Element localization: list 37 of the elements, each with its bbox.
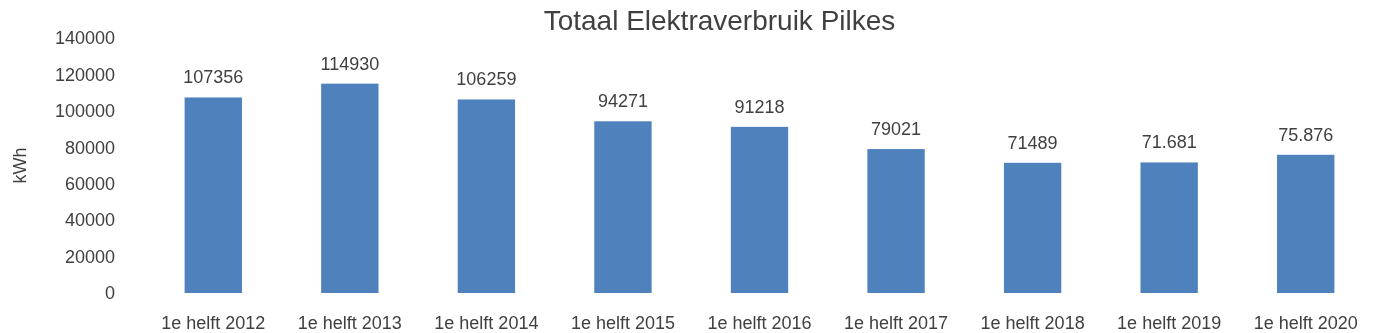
x-tick-label: 1e helft 2016 [707, 313, 812, 333]
x-tick-label: 1e helft 2014 [434, 313, 539, 333]
bar [1003, 162, 1062, 293]
y-tick-label: 60000 [64, 174, 115, 195]
x-tick-label: 1e helft 2019 [1117, 313, 1222, 333]
y-tick-label: 120000 [54, 64, 115, 85]
bar [1277, 154, 1335, 293]
y-tick-label: 100000 [54, 101, 115, 122]
bar [184, 97, 242, 293]
data-label: 106259 [456, 69, 517, 90]
data-label: 71.681 [1141, 132, 1197, 153]
y-tick-label: 40000 [64, 210, 115, 231]
bar [730, 126, 789, 293]
y-axis-title: kWh [10, 147, 30, 184]
data-label: 75.876 [1278, 124, 1334, 145]
data-label: 91218 [734, 96, 785, 117]
bar [594, 121, 652, 293]
data-label: 94271 [597, 91, 648, 112]
bar [1140, 162, 1198, 293]
y-tick-label: 0 [104, 283, 115, 304]
bar [457, 99, 516, 293]
data-label: 79021 [871, 119, 922, 140]
bar [321, 83, 379, 293]
chart-title: Totaal Elektraverbruik Pilkes [543, 5, 896, 36]
y-tick-label: 80000 [64, 137, 115, 158]
x-tick-label: 1e helft 2020 [1253, 313, 1358, 333]
x-tick-label: 1e helft 2018 [980, 313, 1085, 333]
data-label: 107356 [183, 67, 244, 88]
x-tick-label: 1e helft 2013 [297, 313, 402, 333]
data-label: 114930 [320, 53, 380, 74]
y-tick-label: 140000 [54, 28, 115, 49]
x-tick-label: 1e helft 2015 [570, 313, 675, 333]
y-tick-label: 20000 [64, 246, 115, 267]
x-tick-label: 1e helft 2012 [161, 313, 266, 333]
data-label: 71489 [1007, 132, 1058, 153]
x-tick-label: 1e helft 2017 [844, 313, 949, 333]
bar [867, 149, 925, 293]
